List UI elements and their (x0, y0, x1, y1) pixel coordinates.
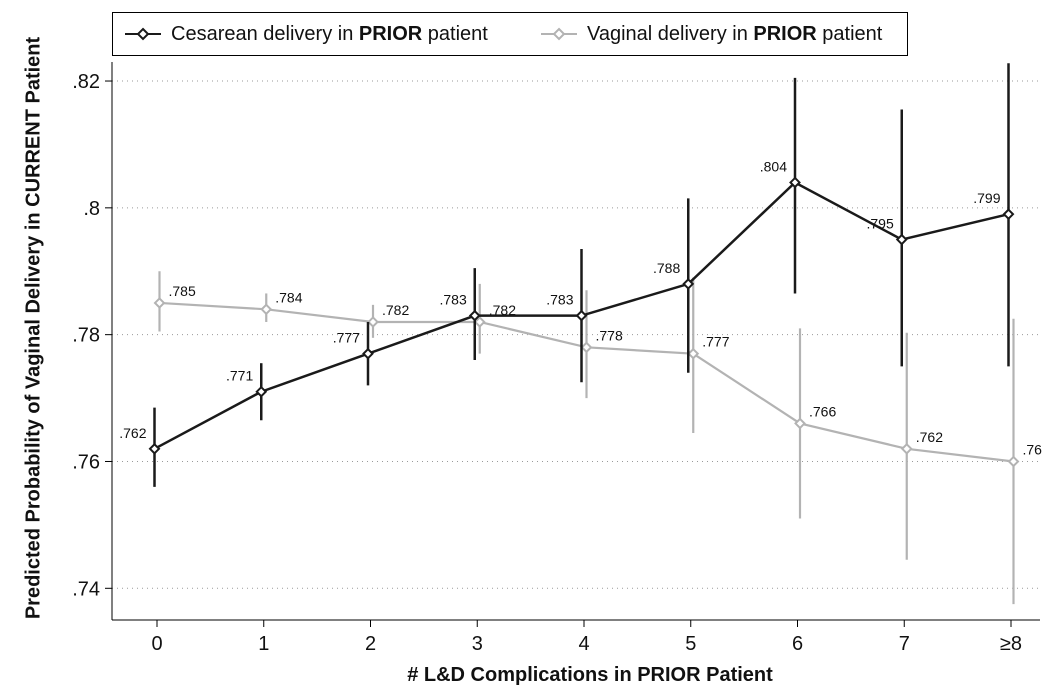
data-point (260, 303, 273, 316)
x-tick-label: ≥8 (1000, 633, 1022, 655)
series-layer: .785 .784 .782 .782 .778 .777 .766 .762 .76 .762.… (119, 63, 1043, 605)
data-point (468, 309, 481, 322)
data-point (255, 385, 268, 398)
data-label: .783 (440, 292, 467, 308)
data-label: .783 (546, 292, 573, 308)
y-axis-title: Predicted Probability of Vaginal Deliver… (22, 36, 45, 620)
data-label: .795 (867, 216, 894, 232)
x-axis-title: # L&D Complications in PRIOR Patient (407, 664, 773, 686)
x-tick-label: 1 (258, 633, 269, 655)
y-tick-label: .82 (72, 71, 100, 93)
data-label: .778 (596, 327, 623, 343)
x-tick-label: 5 (685, 633, 696, 655)
x-tick-label: 7 (899, 633, 910, 655)
data-label: .804 (760, 158, 787, 174)
x-tick-label: 3 (472, 633, 483, 655)
data-label: .782 (489, 302, 516, 318)
data-point (367, 316, 379, 328)
legend-swatch-vaginal (541, 27, 577, 41)
legend: Cesarean delivery in PRIOR patient Vagin… (112, 12, 908, 56)
axes: .74 .76 .78 .8 .82 0 1 2 3 4 5 6 7 ≥8 (72, 62, 1040, 655)
data-point (362, 347, 374, 360)
data-label: .784 (275, 289, 302, 305)
data-label: .777 (333, 330, 360, 346)
x-tick-label: 2 (365, 633, 376, 655)
legend-swatch-cesarean (125, 27, 161, 41)
y-tick-label: .78 (72, 325, 100, 347)
x-tick-label: 4 (578, 633, 589, 655)
x-tick-label: 6 (792, 633, 803, 655)
y-tick-label: .76 (72, 451, 100, 473)
data-label: .762 (119, 425, 146, 441)
data-point (148, 442, 161, 455)
data-label: .785 (169, 283, 196, 299)
data-label: .782 (382, 302, 409, 318)
data-label: .771 (226, 368, 253, 384)
data-point (900, 442, 913, 455)
data-label: .788 (653, 260, 680, 276)
data-label: .766 (809, 403, 836, 419)
data-label: .777 (702, 334, 729, 350)
y-tick-label: .74 (72, 578, 100, 600)
data-label: .762 (916, 429, 943, 445)
data-point (789, 176, 801, 189)
data-point (473, 316, 486, 328)
data-point (153, 297, 166, 309)
y-tick-label: .8 (83, 198, 100, 220)
legend-label-vaginal: Vaginal delivery in PRIOR patient (587, 22, 883, 45)
data-point (687, 347, 700, 360)
data-point (1007, 455, 1020, 468)
legend-item-vaginal: Vaginal delivery in PRIOR patient (541, 13, 882, 55)
series-cesarean: .762 .771 .777 .783 .783 .788 .804 .795 .799 (119, 63, 1015, 487)
data-label: .799 (973, 190, 1000, 206)
data-point (1002, 208, 1015, 221)
data-point (580, 341, 593, 354)
data-point (575, 309, 588, 322)
series-vaginal: .785 .784 .782 .782 .778 .777 .766 .762 .76 (153, 271, 1043, 605)
x-tick-label: 0 (151, 633, 162, 655)
data-label: .76 (1023, 441, 1043, 457)
legend-item-cesarean: Cesarean delivery in PRIOR patient (125, 13, 488, 55)
data-point (895, 233, 908, 246)
legend-label-cesarean: Cesarean delivery in PRIOR patient (171, 22, 488, 45)
data-point (794, 417, 806, 430)
data-point (682, 278, 695, 290)
